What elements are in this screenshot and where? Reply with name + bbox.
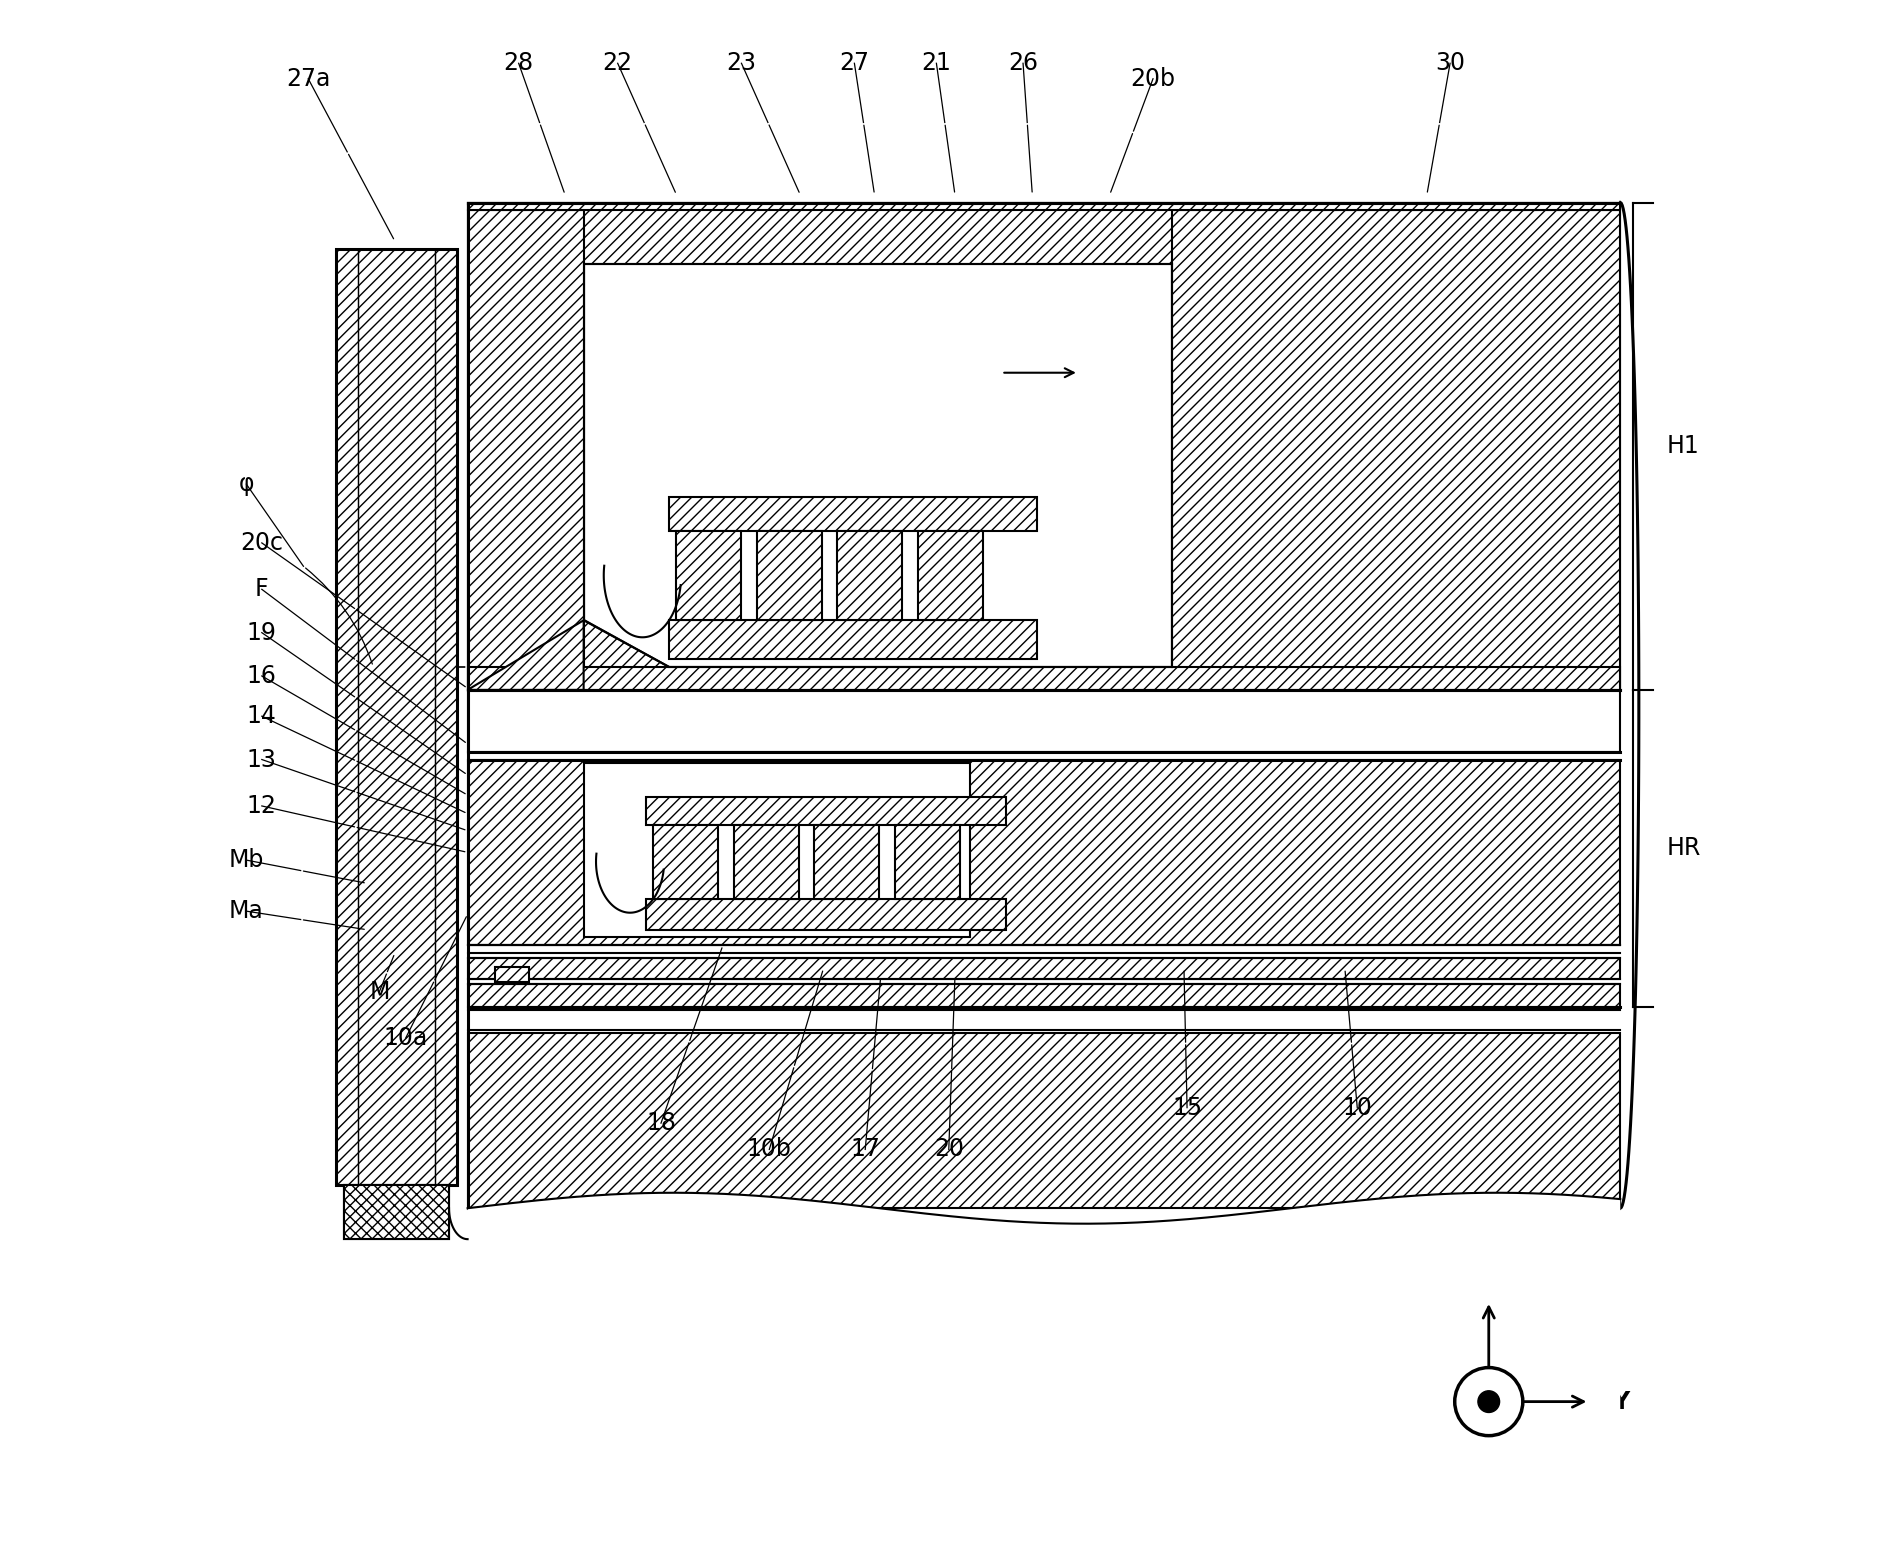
Bar [917,530,983,620]
Text: HR: HR [1667,837,1700,860]
Text: 20c: 20c [241,532,284,555]
Polygon shape [584,265,1172,666]
Text: 20: 20 [934,1138,964,1161]
Bar [468,690,1620,752]
Text: 19: 19 [246,620,276,645]
Text: H1: H1 [1667,434,1699,459]
Bar [646,797,1005,825]
Bar [646,899,1005,930]
Bar [894,825,960,899]
Bar [468,958,1620,980]
Bar [468,203,1620,690]
Text: 14: 14 [246,704,276,728]
Text: X: X [1464,1479,1483,1504]
Bar [496,967,530,983]
Text: 15: 15 [1172,1096,1203,1119]
Text: 12: 12 [246,794,276,818]
Text: F: F [256,577,269,601]
Circle shape [1454,1367,1522,1435]
Bar [669,620,1037,659]
Text: 28: 28 [504,51,534,76]
Bar [468,203,1620,211]
Bar [584,763,970,938]
Bar [669,496,1037,530]
Polygon shape [468,1194,1620,1548]
Text: 27a: 27a [286,67,331,91]
Circle shape [1479,1390,1499,1412]
Bar [733,825,799,899]
Bar [676,530,742,620]
Text: 27: 27 [840,51,870,76]
Bar [468,984,1620,1008]
Bar [344,1186,449,1238]
Text: M: M [368,980,389,1003]
Bar [344,1186,449,1238]
Bar [468,946,1620,953]
Text: 17: 17 [851,1138,879,1161]
Text: 20b: 20b [1131,67,1176,91]
Bar [468,1034,1620,1207]
Bar [468,211,584,690]
Bar [838,530,902,620]
Bar [336,250,457,1186]
Text: φ: φ [239,473,254,496]
Bar [468,760,1620,946]
Text: Y: Y [1612,1390,1629,1414]
Text: 26: 26 [1007,51,1037,76]
Text: Z: Z [1481,1246,1498,1269]
Text: 13: 13 [246,747,276,772]
Bar [468,666,1620,690]
Bar [1172,211,1620,690]
Bar [654,825,718,899]
Text: 10b: 10b [746,1138,791,1161]
Text: 30: 30 [1436,51,1466,76]
Polygon shape [468,620,584,690]
Bar [757,530,821,620]
Text: 23: 23 [727,51,757,76]
Bar [814,825,879,899]
Text: 22: 22 [603,51,633,76]
Text: Ma: Ma [229,899,263,924]
Text: 16: 16 [246,663,276,688]
Bar [468,1011,1620,1031]
Text: 10: 10 [1342,1096,1372,1119]
Text: 21: 21 [921,51,951,76]
Text: 10a: 10a [383,1026,428,1049]
Text: Mb: Mb [229,848,265,873]
Text: 18: 18 [646,1111,676,1135]
